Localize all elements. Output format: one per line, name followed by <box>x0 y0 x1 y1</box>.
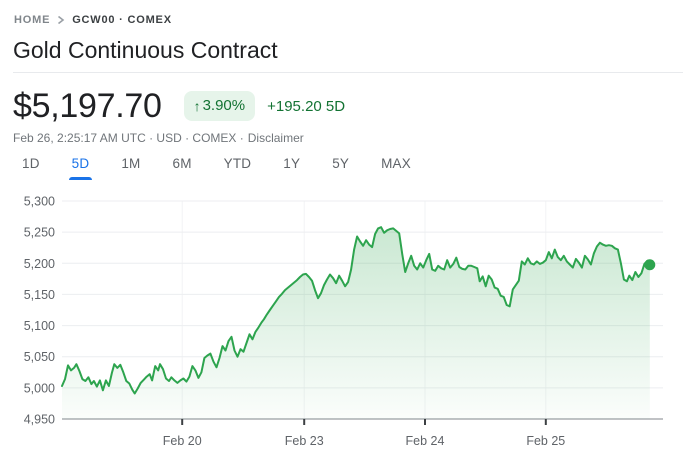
x-axis-label: Feb 25 <box>526 434 565 448</box>
range-tab-5y[interactable]: 5Y <box>332 156 349 180</box>
x-axis-label: Feb 24 <box>406 434 445 448</box>
quote-timestamp: Feb 26, 2:25:17 AM UTC · USD · COMEX · <box>13 131 244 145</box>
price-line <box>61 226 651 395</box>
range-tab-1m[interactable]: 1M <box>121 156 140 180</box>
disclaimer-link[interactable]: Disclaimer <box>247 131 304 145</box>
y-axis-label: 5,050 <box>24 350 55 364</box>
chevron-right-icon <box>58 16 65 24</box>
breadcrumb-home-link[interactable]: HOME <box>14 14 51 26</box>
change-absolute: +195.20 5D <box>267 98 345 115</box>
range-tab-1d[interactable]: 1D <box>22 156 40 180</box>
arrow-up-icon: ↑ <box>193 98 201 114</box>
quote-row: $5,197.70 ↑ 3.90% +195.20 5D <box>13 86 693 126</box>
change-percent-value: 3.90% <box>202 97 246 114</box>
change-absolute-value: +195.20 <box>267 97 322 115</box>
change-period-label: 5D <box>325 97 346 115</box>
breadcrumb-current: GCW00 · COMEX <box>72 14 172 26</box>
range-tab-max[interactable]: MAX <box>381 156 411 180</box>
range-tab-6m[interactable]: 6M <box>173 156 192 180</box>
x-axis-label: Feb 20 <box>163 434 202 448</box>
y-axis-label: 5,000 <box>24 381 55 395</box>
price-area-fill <box>62 227 650 419</box>
change-percent-badge: ↑ 3.90% <box>183 91 256 121</box>
last-price-dot <box>644 259 656 271</box>
x-axis-label: Feb 23 <box>285 434 324 448</box>
range-tabs: 1D 5D 1M 6M YTD 1Y 5Y MAX <box>0 156 693 180</box>
y-axis-label: 4,950 <box>24 413 55 427</box>
range-tab-5d[interactable]: 5D <box>68 156 92 180</box>
price-chart[interactable]: 5,300 5,250 5,200 5,150 5,100 5,050 5,000 4,950… <box>0 192 693 470</box>
range-tab-1y[interactable]: 1Y <box>283 156 300 180</box>
current-price: $5,197.70 <box>13 86 162 125</box>
y-axis-label: 5,300 <box>24 195 55 209</box>
breadcrumb: HOME GCW00 · COMEX <box>0 0 693 26</box>
y-axis-label: 5,250 <box>24 226 55 240</box>
header-divider <box>13 72 683 73</box>
y-axis-label: 5,200 <box>24 257 55 271</box>
price-chart-canvas[interactable]: 5,300 5,250 5,200 5,150 5,100 5,050 5,000 4,950… <box>0 192 693 465</box>
y-axis-label: 5,150 <box>24 288 55 302</box>
range-tab-ytd[interactable]: YTD <box>224 156 252 180</box>
y-axis-label: 5,100 <box>24 319 55 333</box>
quote-meta: Feb 26, 2:25:17 AM UTC · USD · COMEX · D… <box>13 131 693 145</box>
page-title: Gold Continuous Contract <box>13 37 278 63</box>
